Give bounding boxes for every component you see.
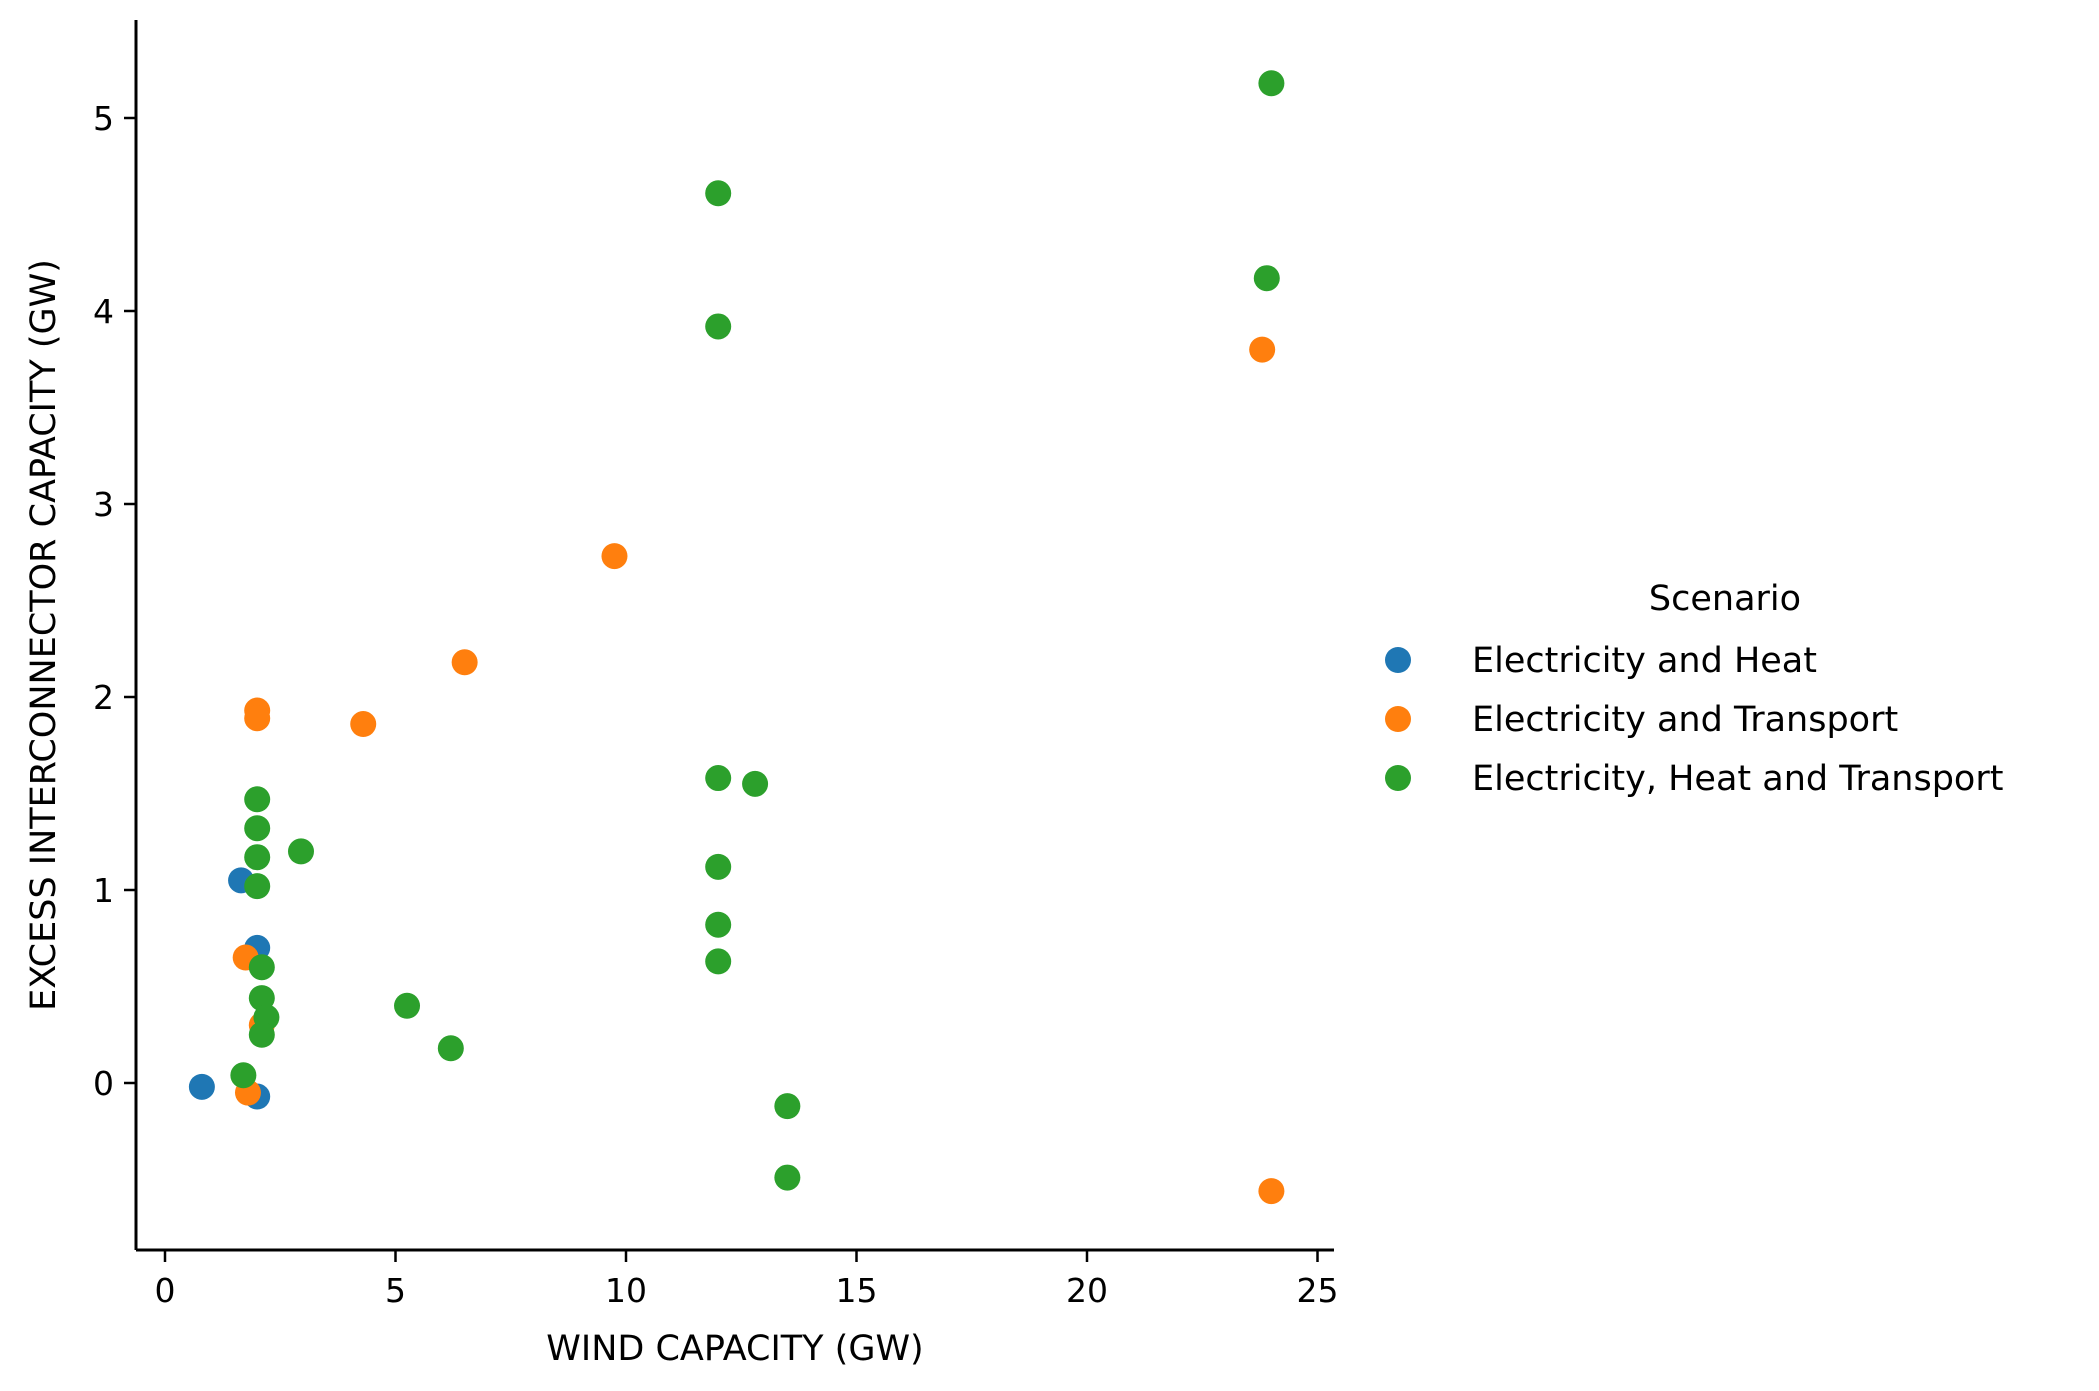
data-point — [244, 786, 271, 813]
data-point — [1258, 70, 1285, 97]
x-tick-label: 10 — [605, 1271, 647, 1310]
data-point — [394, 992, 421, 1019]
data-point — [705, 180, 732, 207]
data-point — [244, 844, 271, 871]
legend-title: Scenario — [1649, 579, 1801, 619]
data-point — [705, 911, 732, 938]
y-axis-ticks: 0 1 2 3 4 5 — [93, 99, 136, 1103]
data-point — [287, 838, 314, 865]
data-point — [705, 313, 732, 340]
legend-label: Electricity and Transport — [1472, 700, 1898, 740]
x-tick-label: 5 — [385, 1271, 406, 1310]
data-point — [248, 1021, 275, 1048]
data-point — [1253, 265, 1280, 292]
data-point — [742, 770, 769, 797]
x-tick-label: 0 — [155, 1271, 176, 1310]
data-point — [774, 1164, 801, 1191]
data-point — [350, 711, 377, 738]
x-tick-label: 25 — [1297, 1271, 1339, 1310]
data-point — [705, 765, 732, 792]
y-tick-label: 5 — [93, 99, 114, 138]
x-tick-label: 15 — [836, 1271, 878, 1310]
data-point — [188, 1073, 215, 1100]
data-point — [1249, 336, 1276, 363]
data-point — [705, 948, 732, 975]
y-tick-label: 3 — [93, 485, 114, 524]
data-point — [244, 815, 271, 842]
legend-marker — [1385, 706, 1411, 732]
data-point — [1258, 1178, 1285, 1205]
y-tick-label: 0 — [93, 1064, 114, 1103]
x-axis-label: WIND CAPACITY (GW) — [546, 1329, 923, 1369]
legend-marker — [1385, 765, 1411, 791]
data-point — [248, 954, 275, 981]
legend: Scenario Electricity and HeatElectricity… — [1385, 579, 2003, 799]
x-axis-ticks: 0 5 10 15 20 25 — [155, 1250, 1339, 1310]
y-tick-label: 1 — [93, 871, 114, 910]
y-tick-label: 2 — [93, 678, 114, 717]
x-tick-label: 20 — [1066, 1271, 1108, 1310]
data-point — [601, 543, 628, 570]
legend-marker — [1385, 647, 1411, 673]
data-point — [230, 1062, 257, 1089]
data-points — [188, 70, 1285, 1205]
y-tick-label: 4 — [93, 292, 114, 331]
data-point — [451, 649, 478, 676]
legend-items: Electricity and Heat Electricity and Tran… — [1385, 641, 2003, 799]
data-point — [705, 853, 732, 880]
data-point — [244, 705, 271, 732]
data-point — [244, 873, 271, 900]
y-axis-label: EXCESS INTERCONNECTOR CAPACITY (GW) — [24, 259, 64, 1011]
plot-area: 0 5 10 15 20 25 0 1 2 3 4 5 — [93, 20, 1339, 1310]
legend-label: Electricity and Heat — [1472, 641, 1817, 681]
legend-label: Electricity, Heat and Transport — [1472, 759, 2003, 799]
data-point — [437, 1035, 464, 1062]
data-point — [774, 1093, 801, 1120]
